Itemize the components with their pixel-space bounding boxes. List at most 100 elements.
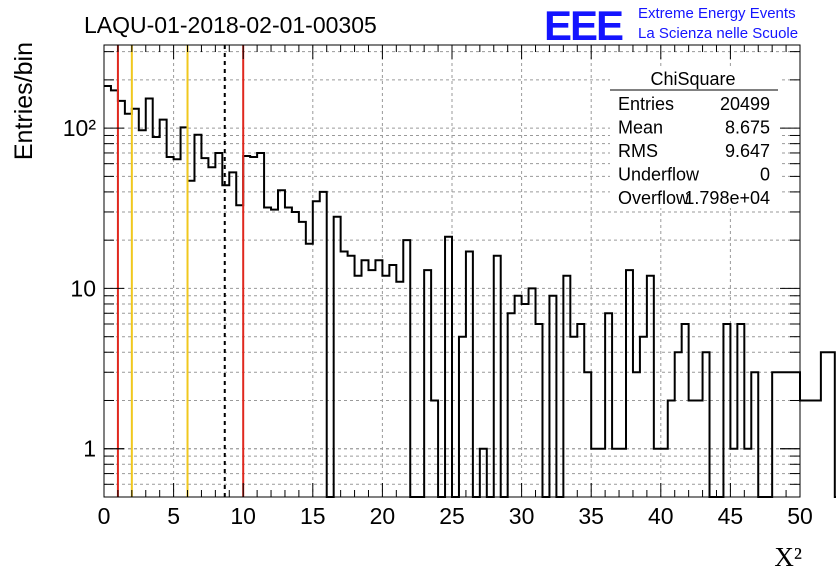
y-axis-label: Entries/bin	[10, 42, 38, 160]
histogram-bin	[146, 99, 153, 497]
histogram-bin	[654, 449, 661, 497]
histogram-bin	[675, 352, 682, 497]
histogram-bin	[396, 282, 403, 497]
x-tick-label: 35	[578, 503, 604, 529]
histogram-bin	[236, 205, 243, 497]
histogram-bin	[285, 207, 292, 497]
histogram-bin	[661, 449, 668, 497]
histogram-bin	[306, 244, 313, 497]
histogram-bin	[536, 324, 543, 497]
histogram-bin	[125, 114, 132, 497]
histogram-bin	[744, 449, 751, 497]
histogram-bin	[647, 276, 654, 497]
histogram-bin	[779, 372, 786, 497]
histogram-bin	[153, 137, 160, 497]
histogram-bin	[730, 449, 737, 497]
x-tick-label: 5	[167, 503, 180, 529]
histogram-bin	[522, 304, 529, 497]
histogram-bin	[362, 260, 369, 497]
histogram-bin	[619, 449, 626, 497]
histogram-bin	[591, 449, 598, 497]
histogram-bin	[598, 449, 605, 497]
histogram-bin	[640, 337, 647, 497]
histogram-bin	[174, 159, 181, 497]
stats-row-label: Overflow	[618, 188, 690, 208]
axis-ticks: 0 5 10 15 20 25 30 35 40 45 50 1 10 10²	[63, 45, 813, 529]
chart-title: LAQU-01-2018-02-01-00305	[84, 12, 377, 38]
histogram-bin	[431, 400, 438, 497]
stats-box: ChiSquare Entries 20499 Mean 8.675 RMS 9.647 U…	[610, 68, 780, 208]
histogram-bin	[786, 372, 793, 497]
histogram-bin	[459, 337, 466, 497]
histogram-bin	[278, 190, 285, 497]
histogram-bin	[626, 270, 633, 497]
histogram-bin	[605, 313, 612, 497]
histogram-bin	[696, 400, 703, 497]
x-tick-label: 40	[648, 503, 674, 529]
x-tick-label: 15	[300, 503, 326, 529]
histogram-bin	[668, 400, 675, 497]
histogram-bin	[703, 352, 710, 497]
stats-row-value: 20499	[720, 94, 770, 114]
histogram-bin	[132, 109, 139, 497]
histogram-bin	[243, 156, 250, 497]
histogram-bin	[612, 449, 619, 497]
histogram-bin	[375, 260, 382, 497]
histogram-bin	[355, 276, 362, 497]
histogram	[104, 85, 836, 498]
histogram-bin	[201, 158, 208, 497]
stats-title: ChiSquare	[650, 69, 735, 89]
histogram-bin	[264, 207, 271, 497]
histogram-bin	[751, 372, 758, 497]
x-axis-label: X²	[774, 542, 802, 572]
stats-row-value: 1.798e+04	[684, 188, 770, 208]
histogram-bin	[515, 296, 522, 497]
histogram-bin	[160, 120, 167, 497]
histogram-bin	[334, 217, 341, 497]
histogram-bin	[299, 222, 306, 497]
x-tick-label: 25	[439, 503, 465, 529]
histogram-bin	[633, 372, 640, 497]
y-tick-label: 10	[70, 275, 96, 301]
histogram-bin	[821, 352, 828, 497]
x-tick-label: 20	[370, 503, 396, 529]
histogram-bin	[529, 288, 536, 497]
histogram-bin	[104, 86, 111, 497]
histogram-bin	[320, 192, 327, 497]
histogram-bin	[271, 210, 278, 497]
histogram-bin	[445, 237, 452, 497]
histogram-bin	[466, 251, 473, 497]
histogram-bin	[348, 256, 355, 497]
histogram-bin	[167, 157, 174, 497]
histogram-bin	[188, 181, 195, 497]
histogram-bin	[570, 337, 577, 497]
reference-lines	[116, 45, 245, 497]
histogram-bin	[793, 372, 800, 497]
x-tick-label: 10	[230, 503, 256, 529]
stats-row-label: Mean	[618, 118, 663, 138]
histogram-bin	[577, 324, 584, 497]
stats-row-label: Entries	[618, 94, 674, 114]
histogram-bin	[118, 101, 125, 497]
histogram-bin	[341, 251, 348, 497]
histogram-bin	[208, 167, 215, 497]
stats-row-label: RMS	[618, 141, 658, 161]
histogram-outline	[104, 85, 836, 498]
stats-row-label: Underflow	[618, 165, 700, 185]
histogram-bin	[800, 400, 807, 497]
histogram-bin	[689, 400, 696, 497]
histogram-bin	[250, 157, 257, 497]
histogram-bin	[313, 201, 320, 497]
x-tick-label: 45	[718, 503, 744, 529]
histogram-bin	[737, 324, 744, 497]
histogram-bin	[181, 127, 188, 497]
x-tick-label: 50	[787, 503, 813, 529]
histogram-bin	[494, 256, 501, 497]
histogram-bin	[382, 276, 389, 497]
stats-row-value: 9.647	[725, 141, 770, 161]
histogram-bin	[807, 400, 814, 497]
eee-logo: EEE	[544, 2, 623, 49]
histogram-bin	[368, 270, 375, 497]
stats-row-value: 0	[760, 165, 770, 185]
